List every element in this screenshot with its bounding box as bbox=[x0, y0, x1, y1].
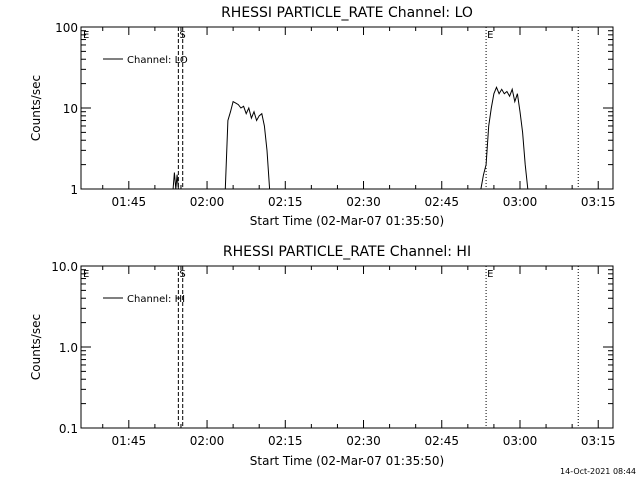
lo-x-tick-label: 02:30 bbox=[346, 195, 381, 209]
hi-axes-frame bbox=[80, 265, 614, 429]
lo-y-tick-label: 10 bbox=[63, 102, 78, 116]
hi-marker-label: E bbox=[487, 269, 493, 280]
lo-x-tick-label: 02:00 bbox=[190, 195, 225, 209]
hi-x-tick-label: 01:45 bbox=[112, 434, 147, 448]
lo-chart-title: RHESSI PARTICLE_RATE Channel: LO bbox=[221, 5, 473, 21]
lo-y-tick-label: 100 bbox=[55, 21, 78, 35]
lo-corner-label: E bbox=[83, 30, 89, 41]
hi-x-tick-label: 03:15 bbox=[581, 434, 616, 448]
hi-x-tick-label: 03:00 bbox=[503, 434, 538, 448]
lo-x-tick-label: 02:45 bbox=[424, 195, 459, 209]
lo-x-tick-label: 02:15 bbox=[268, 195, 303, 209]
lo-x-axis-label: Start Time (02-Mar-07 01:35:50) bbox=[250, 214, 444, 228]
lo-legend-entry: Channel: LO bbox=[127, 55, 188, 66]
lo-y-tick-label: 1 bbox=[70, 183, 78, 197]
lo-y-axis-label: Counts/sec bbox=[29, 75, 43, 141]
lo-axes-frame bbox=[80, 26, 614, 190]
hi-x-tick-label: 02:45 bbox=[424, 434, 459, 448]
hi-legend-entry: Channel: HI bbox=[127, 294, 185, 305]
hi-y-tick-label: 1.0 bbox=[59, 341, 78, 355]
plot-timestamp: 14-Oct-2021 08:44 bbox=[560, 467, 636, 476]
lo-x-tick-label: 03:15 bbox=[581, 195, 616, 209]
hi-chart-title: RHESSI PARTICLE_RATE Channel: HI bbox=[223, 244, 471, 260]
hi-x-tick-label: 02:00 bbox=[190, 434, 225, 448]
hi-corner-label: E bbox=[83, 269, 89, 280]
hi-y-axis-label: Counts/sec bbox=[29, 314, 43, 380]
hi-x-tick-label: 02:30 bbox=[346, 434, 381, 448]
lo-x-tick-label: 01:45 bbox=[112, 195, 147, 209]
lo-series-line bbox=[172, 85, 529, 190]
lo-marker-label: E bbox=[487, 30, 493, 41]
lo-x-tick-label: 03:00 bbox=[503, 195, 538, 209]
hi-x-tick-label: 02:15 bbox=[268, 434, 303, 448]
hi-y-tick-label: 10.0 bbox=[51, 260, 78, 274]
hi-y-tick-label: 0.1 bbox=[59, 422, 78, 436]
hi-x-axis-label: Start Time (02-Mar-07 01:35:50) bbox=[250, 454, 444, 468]
